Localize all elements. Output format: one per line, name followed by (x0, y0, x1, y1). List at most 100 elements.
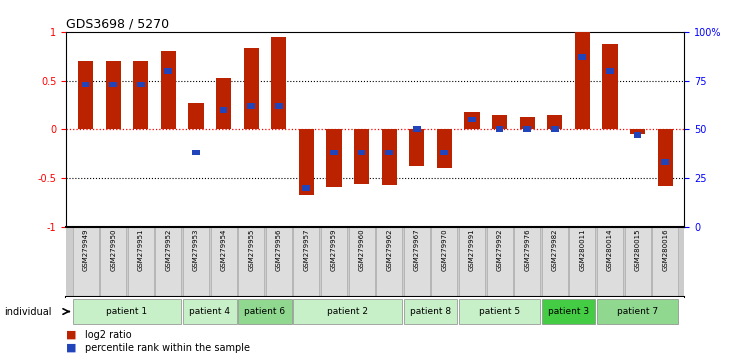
Bar (354, 129, 369, 184)
Text: patient 6: patient 6 (244, 307, 286, 316)
Bar (192, 150, 199, 155)
Bar (73, 299, 181, 324)
Text: log2 ratio: log2 ratio (85, 330, 131, 339)
Bar (652, 227, 678, 297)
Bar (661, 159, 669, 165)
Bar (492, 115, 507, 129)
Text: GSM280011: GSM280011 (579, 229, 585, 271)
Text: GSM279960: GSM279960 (358, 229, 364, 271)
Bar (542, 299, 595, 324)
Bar (183, 299, 236, 324)
Text: percentile rank within the sample: percentile rank within the sample (85, 343, 250, 353)
Bar (523, 126, 531, 132)
Text: GSM279967: GSM279967 (414, 229, 420, 271)
Bar (431, 227, 457, 297)
Bar (321, 227, 347, 297)
Text: GSM279952: GSM279952 (166, 229, 171, 271)
Text: GSM280014: GSM280014 (607, 229, 613, 271)
Text: patient 1: patient 1 (107, 307, 147, 316)
Bar (275, 103, 283, 109)
Bar (602, 44, 618, 129)
Text: patient 4: patient 4 (189, 307, 230, 316)
Bar (464, 112, 480, 129)
Bar (520, 116, 535, 129)
Bar (657, 129, 673, 185)
Bar (82, 81, 89, 87)
Text: ■: ■ (66, 330, 77, 339)
Text: GSM279991: GSM279991 (469, 229, 475, 271)
Bar (133, 61, 149, 129)
Text: GSM279992: GSM279992 (497, 229, 503, 271)
Bar (634, 132, 641, 138)
Bar (299, 129, 314, 195)
Bar (385, 150, 393, 155)
Bar (468, 116, 475, 122)
Text: GSM279976: GSM279976 (524, 229, 530, 271)
Bar (597, 299, 678, 324)
Text: patient 8: patient 8 (410, 307, 451, 316)
Text: GSM279950: GSM279950 (110, 229, 116, 271)
Bar (105, 61, 121, 129)
Bar (514, 227, 540, 297)
Bar (547, 115, 562, 129)
Text: GSM279962: GSM279962 (386, 229, 392, 271)
Text: individual: individual (4, 307, 52, 316)
Bar (294, 299, 402, 324)
Bar (302, 185, 310, 190)
Bar (244, 48, 259, 129)
Text: GSM279957: GSM279957 (303, 229, 309, 271)
Bar (404, 299, 457, 324)
Bar (349, 227, 375, 297)
Text: ■: ■ (66, 343, 77, 353)
Text: GSM279970: GSM279970 (442, 229, 447, 271)
Bar (575, 32, 590, 129)
Bar (128, 227, 154, 297)
Text: GSM279959: GSM279959 (331, 229, 337, 271)
Bar (551, 126, 559, 132)
Bar (219, 107, 227, 113)
Bar (570, 227, 595, 297)
Bar (409, 129, 425, 166)
Text: GSM279953: GSM279953 (193, 229, 199, 271)
Bar (238, 227, 264, 297)
Text: GSM279949: GSM279949 (82, 229, 88, 271)
Bar (440, 150, 448, 155)
Bar (459, 227, 485, 297)
Bar (326, 129, 342, 187)
Text: GSM280015: GSM280015 (634, 229, 640, 271)
Bar (625, 227, 651, 297)
Bar (459, 299, 540, 324)
Text: patient 7: patient 7 (617, 307, 658, 316)
Text: GSM279951: GSM279951 (138, 229, 144, 271)
Bar (436, 129, 452, 168)
Bar (413, 126, 420, 132)
Bar (578, 54, 586, 60)
Text: GSM279982: GSM279982 (552, 229, 558, 271)
Bar (73, 227, 99, 297)
Text: GDS3698 / 5270: GDS3698 / 5270 (66, 18, 169, 31)
Text: GSM279956: GSM279956 (276, 229, 282, 271)
Text: GSM280016: GSM280016 (662, 229, 668, 271)
Bar (266, 227, 291, 297)
Bar (376, 227, 402, 297)
Bar (183, 227, 209, 297)
Bar (404, 227, 430, 297)
Bar (358, 150, 365, 155)
Bar (155, 227, 181, 297)
Bar (381, 129, 397, 185)
Bar (164, 68, 172, 74)
Bar (137, 81, 144, 87)
Bar (630, 129, 645, 134)
Bar (210, 227, 236, 297)
Bar (247, 103, 255, 109)
Text: GSM279954: GSM279954 (221, 229, 227, 271)
Bar (597, 227, 623, 297)
Text: patient 5: patient 5 (479, 307, 520, 316)
Bar (188, 103, 204, 129)
Bar (495, 126, 503, 132)
Bar (160, 51, 176, 129)
Text: patient 3: patient 3 (548, 307, 589, 316)
Bar (294, 227, 319, 297)
Bar (238, 299, 291, 324)
Text: GSM279955: GSM279955 (248, 229, 254, 271)
